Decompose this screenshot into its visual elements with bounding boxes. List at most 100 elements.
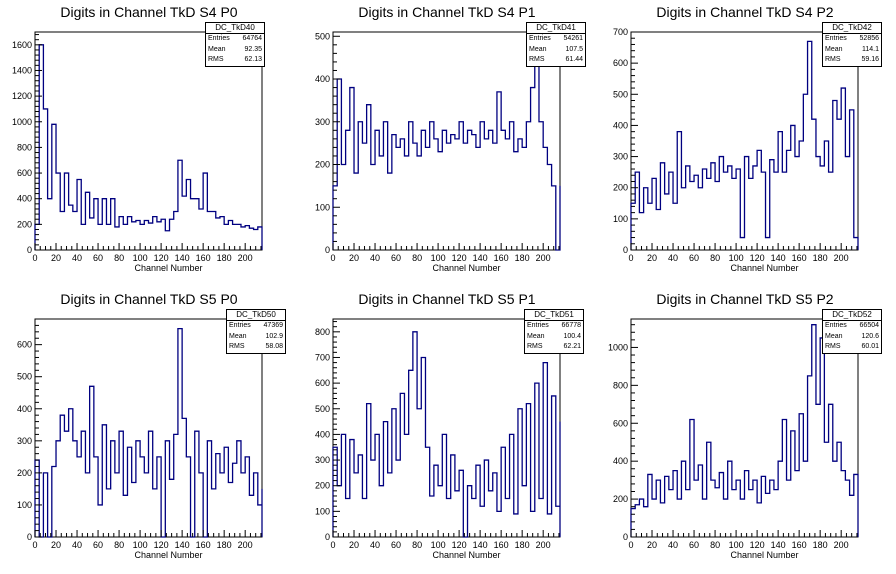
x-tick-label: 100	[133, 253, 148, 263]
histogram-line	[332, 52, 561, 251]
x-tick-label: 120	[154, 540, 169, 550]
y-tick-label: 200	[613, 494, 628, 504]
histogram-line	[332, 331, 561, 538]
stats-box: DC_TkD52 Entries 66504 Mean 120.6 RMS 60.01	[822, 309, 882, 354]
y-tick-label: 800	[315, 327, 330, 337]
x-tick-label: 180	[515, 540, 530, 550]
entries-value: 54261	[563, 35, 583, 42]
plot-frame	[630, 31, 859, 251]
rms-label: RMS	[208, 56, 224, 63]
x-tick-label: 200	[238, 253, 253, 263]
x-axis-label: Channel Number	[730, 550, 798, 560]
y-tick-label: 400	[613, 120, 628, 130]
chart-plot: 0 20 40 60 80 100 120 140 160 180 200 0 100 200 300 400…	[315, 318, 561, 560]
y-tick-label: 200	[17, 468, 32, 478]
x-tick-label: 140	[175, 253, 190, 263]
chart-title: Digits in Channel TkD S4 P0	[60, 4, 238, 20]
entries-label: Entries	[825, 35, 847, 42]
stats-name: DC_TkD52	[823, 310, 881, 321]
mean-value: 107.5	[565, 45, 583, 53]
y-tick-label: 800	[17, 142, 32, 152]
histogram-line	[630, 40, 859, 250]
chart-plot: 0 20 40 60 80 100 120 140 160 180 200 0 200 400 600 800…	[608, 318, 859, 560]
x-tick-label: 0	[628, 540, 633, 550]
y-tick-label: 0	[623, 245, 628, 255]
y-tick-label: 0	[27, 532, 32, 542]
entries-label: Entries	[825, 322, 847, 329]
y-tick-label: 600	[315, 378, 330, 388]
x-tick-label: 80	[412, 540, 422, 550]
y-tick-label: 400	[613, 456, 628, 466]
x-tick-label: 200	[834, 540, 849, 550]
chart-panel-s5-p2: Digits in Channel TkD S5 P2 0 20 40 60 80 100…	[596, 287, 894, 574]
y-tick-label: 200	[613, 183, 628, 193]
x-tick-label: 140	[771, 540, 786, 550]
y-tick-label: 500	[17, 372, 32, 382]
chart-panel-s5-p1: Digits in Channel TkD S5 P1 0 20 40 60 80 100…	[298, 287, 596, 574]
x-tick-label: 40	[72, 540, 82, 550]
x-tick-label: 200	[834, 253, 849, 263]
entries-value: 66778	[561, 322, 581, 329]
x-tick-label: 120	[452, 540, 467, 550]
x-tick-label: 60	[93, 253, 103, 263]
chart-plot: 0 20 40 60 80 100 120 140 160 180 200 0 100 200 300 400…	[315, 31, 561, 273]
stats-box: DC_TkD40 Entries 64764 Mean 92.35 RMS 62.13	[205, 22, 265, 67]
entries-value: 52856	[859, 35, 879, 42]
mean-value: 114.1	[862, 45, 879, 53]
x-tick-label: 160	[494, 540, 509, 550]
mean-label: Mean	[208, 45, 226, 53]
plot-frame	[34, 31, 263, 251]
stats-name: DC_TkD40	[206, 23, 264, 34]
plot-frame	[332, 31, 561, 251]
x-tick-label: 180	[515, 253, 530, 263]
y-tick-label: 1000	[608, 342, 628, 352]
x-tick-label: 20	[349, 253, 359, 263]
x-tick-label: 100	[729, 540, 744, 550]
x-tick-label: 0	[628, 253, 633, 263]
x-tick-label: 200	[536, 253, 551, 263]
x-tick-label: 60	[391, 540, 401, 550]
rms-value: 59.16	[861, 56, 879, 63]
y-tick-label: 700	[315, 352, 330, 362]
x-tick-label: 100	[431, 253, 446, 263]
plot-frame	[630, 318, 859, 538]
y-tick-label: 300	[17, 436, 32, 446]
y-tick-label: 1200	[12, 91, 32, 101]
entries-label: Entries	[529, 35, 551, 42]
y-tick-label: 600	[17, 168, 32, 178]
chart-plot: 0 20 40 60 80 100 120 140 160 180 200 0 100 200 300 400…	[17, 318, 263, 560]
rms-label: RMS	[229, 343, 245, 350]
mean-value: 100.4	[563, 332, 581, 340]
x-tick-label: 180	[813, 253, 828, 263]
chart-panel-s4-p2: Digits in Channel TkD S4 P2 0 20 40 60 80 100…	[596, 0, 894, 287]
y-tick-label: 500	[315, 31, 330, 41]
x-axis-label: Channel Number	[730, 263, 798, 273]
stats-name: DC_TkD42	[823, 23, 881, 34]
chart-title: Digits in Channel TkD S5 P1	[358, 291, 536, 307]
x-tick-label: 120	[750, 540, 765, 550]
x-tick-label: 80	[114, 540, 124, 550]
x-tick-label: 140	[771, 253, 786, 263]
chart-title: Digits in Channel TkD S4 P2	[656, 4, 834, 20]
stats-box: DC_TkD50 Entries 47369 Mean 102.9 RMS 58.08	[226, 309, 286, 354]
x-tick-label: 20	[647, 540, 657, 550]
x-tick-label: 140	[473, 253, 488, 263]
entries-value: 47369	[263, 322, 283, 329]
y-tick-label: 100	[613, 214, 628, 224]
x-tick-label: 80	[412, 253, 422, 263]
mean-value: 92.35	[244, 45, 262, 53]
x-tick-label: 80	[710, 253, 720, 263]
x-axis-label: Channel Number	[432, 550, 500, 560]
x-tick-label: 80	[710, 540, 720, 550]
entries-label: Entries	[229, 322, 251, 329]
x-tick-label: 120	[452, 253, 467, 263]
x-tick-label: 140	[175, 540, 190, 550]
x-tick-label: 100	[729, 253, 744, 263]
x-axis-label: Channel Number	[134, 550, 202, 560]
y-tick-label: 100	[17, 500, 32, 510]
x-tick-label: 0	[32, 253, 37, 263]
chart-title: Digits in Channel TkD S4 P1	[358, 4, 536, 20]
x-tick-label: 60	[689, 253, 699, 263]
x-tick-label: 60	[689, 540, 699, 550]
x-tick-label: 20	[349, 540, 359, 550]
